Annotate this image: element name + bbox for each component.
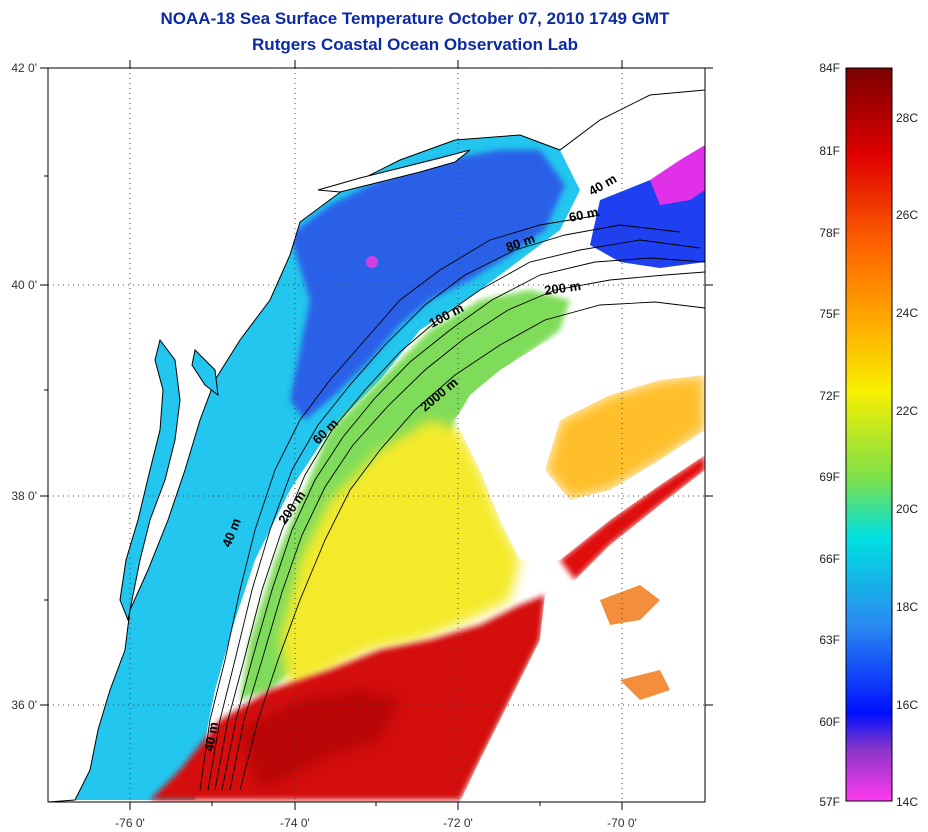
lon-label: -74 0'	[280, 816, 310, 830]
colorbar-c-label: 28C	[896, 111, 918, 125]
lat-label: 42 0'	[11, 61, 37, 75]
gulf-stream-red-east	[560, 455, 705, 580]
cloud-cover-east	[455, 300, 705, 560]
colorbar-c-label: 22C	[896, 404, 918, 418]
colorbar-f-label: 60F	[819, 715, 840, 729]
map-title: NOAA-18 Sea Surface Temperature October …	[160, 9, 670, 28]
lon-label: -72 0'	[443, 816, 473, 830]
contour-2000m	[239, 301, 705, 791]
warm-water-orange-patch	[545, 375, 705, 500]
gulf-stream-dark-core	[240, 690, 400, 790]
colorbar-f-label: 57F	[819, 795, 840, 809]
lon-label: -76 0'	[115, 816, 145, 830]
lat-label: 38 0'	[11, 489, 37, 503]
colorbar-c-labels: 28C 26C 24C 22C 20C 18C 16C 14C	[896, 111, 918, 809]
contour-100m	[221, 257, 705, 791]
colorbar-f-label: 84F	[819, 61, 840, 75]
sst-field	[75, 90, 705, 802]
contour-200m	[229, 271, 705, 791]
colorbar-f-label: 72F	[819, 389, 840, 403]
cold-patch-magenta	[650, 145, 705, 205]
colorbar-f-label: 78F	[819, 226, 840, 240]
lon-label: -70 0'	[607, 816, 637, 830]
colorbar	[845, 67, 893, 802]
contour-60m	[207, 224, 681, 791]
warm-water-yellow	[280, 420, 520, 690]
colorbar-c-label: 26C	[896, 208, 918, 222]
contour-80m	[214, 239, 701, 791]
northern-water-blue	[290, 150, 565, 420]
colorbar-c-label: 20C	[896, 502, 918, 516]
cold-patch-magenta-small	[366, 256, 378, 268]
lat-label: 40 0'	[11, 278, 37, 292]
shelf-water-cyan	[75, 135, 580, 800]
contour-label: 60 m	[568, 204, 600, 225]
contour-label: 200 m	[543, 278, 582, 298]
colorbar-c-label: 18C	[896, 600, 918, 614]
colorbar-f-label: 63F	[819, 633, 840, 647]
land-mass	[48, 68, 705, 802]
long-island	[317, 149, 471, 193]
delaware-bay	[191, 348, 219, 397]
contour-label: 40 m	[201, 721, 221, 753]
colorbar-c-label: 16C	[896, 698, 918, 712]
land-coastline	[48, 68, 705, 802]
axis-ticks	[40, 60, 713, 810]
chesapeake-bay	[119, 338, 181, 622]
cloud-cover-southeast	[460, 470, 705, 802]
colorbar-f-label: 75F	[819, 307, 840, 321]
map-subtitle: Rutgers Coastal Ocean Observation Lab	[252, 35, 578, 54]
colorbar-f-label: 81F	[819, 144, 840, 158]
axis-labels: -76 0' -74 0' -72 0' -70 0' 42 0' 40 0' …	[11, 61, 636, 830]
colorbar-f-labels: 84F 81F 78F 75F 72F 69F 66F 63F 60F 57F	[819, 61, 840, 809]
cloud-cover-northeast	[560, 90, 705, 200]
colorbar-f-label: 66F	[819, 552, 840, 566]
colorbar-f-label: 69F	[819, 470, 840, 484]
bathymetry-contours	[199, 214, 705, 791]
warm-water-orange-scatter	[600, 585, 670, 700]
colorbar-c-label: 24C	[896, 306, 918, 320]
contour-40m	[199, 214, 601, 791]
colorbar-c-label: 14C	[896, 795, 918, 809]
lat-label: 36 0'	[11, 698, 37, 712]
